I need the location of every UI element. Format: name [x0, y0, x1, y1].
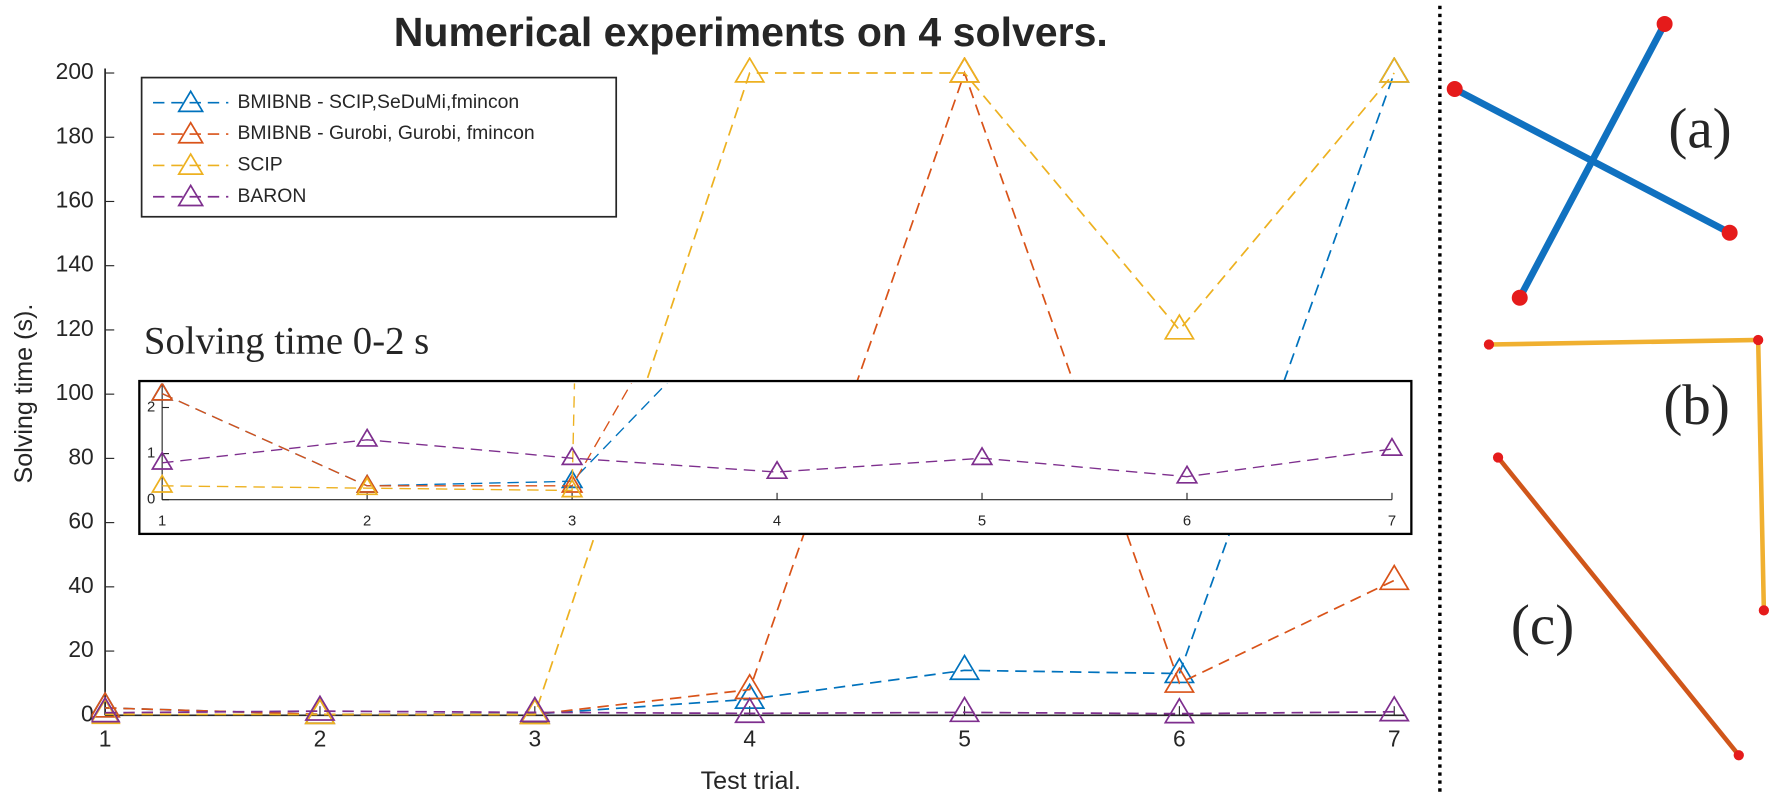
inset-x-tick-label: 1: [158, 513, 166, 529]
marker: [355, 476, 379, 496]
y-tick-label: 60: [68, 508, 93, 534]
inset-box: [138, 379, 1413, 536]
legend-label: SCIP: [237, 154, 282, 176]
marker: [734, 673, 766, 700]
marker: [1378, 695, 1410, 722]
y-axis-label: Solving time (s).: [10, 304, 38, 484]
series-line: [105, 710, 1395, 715]
marker: [1175, 464, 1199, 484]
marker: [150, 450, 174, 470]
marker: [948, 695, 981, 723]
marker: [1380, 437, 1404, 456]
marker: [948, 57, 981, 83]
inset-x-tick-label: 2: [363, 513, 371, 529]
y-tick-label: 100: [56, 379, 94, 405]
marker: [1177, 29, 1197, 45]
inset-x-tick-label: 4: [773, 513, 781, 529]
x-tick-label: 5: [958, 725, 971, 751]
panel-label: (b): [1663, 374, 1730, 437]
inset-y-tick-label: 1: [147, 446, 155, 462]
y-tick-label: 180: [56, 122, 94, 148]
marker: [970, 446, 994, 466]
series-line: [162, 439, 1393, 478]
marker: [150, 383, 174, 401]
x-tick-label: 6: [1173, 725, 1186, 751]
legend-label: BMIBNB - Gurobi, Gurobi, fmincon: [237, 122, 534, 144]
marker: [560, 478, 584, 498]
y-tick-label: 40: [68, 572, 93, 598]
legend-label: BARON: [237, 185, 306, 207]
main-plot: [91, 57, 1410, 725]
marker: [1163, 666, 1195, 693]
inset-y-tick-label: 0: [147, 492, 155, 508]
y-tick-label: 200: [56, 58, 94, 84]
marker: [355, 427, 379, 447]
x-axis-label: Test trial.: [701, 767, 801, 795]
x-tick-label: 3: [528, 725, 541, 751]
marker: [91, 696, 121, 723]
y-tick-label: 160: [56, 187, 94, 213]
marker: [1378, 57, 1410, 83]
panel-label: (c): [1511, 594, 1574, 657]
y-tick-label: 140: [56, 251, 94, 277]
marker: [519, 695, 551, 723]
series-line: [105, 70, 1395, 716]
inset-plot: [150, 29, 1404, 498]
x-tick-label: 7: [1388, 725, 1401, 751]
marker: [150, 473, 174, 493]
marker: [560, 473, 584, 493]
legend-marker: [177, 120, 205, 144]
marker: [734, 696, 766, 724]
marker: [1163, 697, 1195, 724]
legend-label: BMIBNB - SCIP,SeDuMi,fmincon: [237, 91, 519, 113]
marker: [767, 121, 787, 137]
marker: [948, 57, 981, 83]
diagram-a: [1446, 15, 1738, 306]
marker: [1378, 563, 1410, 591]
series-line: [162, 383, 576, 492]
panel-label: (a): [1668, 98, 1731, 161]
marker: [734, 682, 766, 709]
legend-marker: [177, 89, 205, 113]
marker: [734, 57, 766, 83]
marker: [765, 460, 789, 480]
diagram-b: [1483, 334, 1770, 616]
marker: [355, 473, 379, 493]
inset-x-tick-label: 5: [978, 513, 986, 529]
inset-x-tick-label: 3: [568, 513, 576, 529]
x-tick-label: 1: [99, 725, 112, 751]
inset-title: Solving time 0-2 s: [144, 319, 429, 362]
series-line: [161, 383, 633, 487]
inset-x-tick-label: 7: [1388, 513, 1396, 529]
diagram-c: [1492, 452, 1744, 761]
inset-x-tick-label: 6: [1183, 513, 1191, 529]
y-tick-label: 80: [68, 443, 93, 469]
y-tick-label: 120: [56, 315, 94, 341]
marker: [560, 469, 584, 489]
legend: BMIBNB - SCIP,SeDuMi,fmincon BMIBNB - Gur…: [140, 76, 618, 218]
legend-marker: [177, 152, 205, 175]
y-tick-label: 0: [81, 700, 94, 726]
marker: [767, 259, 787, 275]
marker: [560, 446, 584, 466]
marker: [1163, 313, 1195, 340]
marker: [304, 694, 336, 721]
series-line: [105, 72, 1395, 716]
x-tick-label: 4: [743, 725, 756, 751]
inset-y-tick-label: 2: [147, 399, 155, 415]
y-tick-label: 20: [68, 636, 93, 662]
legend-box: [140, 76, 618, 218]
chart-title: Numerical experiments on 4 solvers.: [394, 9, 1108, 55]
marker: [948, 653, 981, 681]
marker: [91, 691, 121, 718]
marker: [1378, 57, 1410, 83]
legend-marker: [177, 183, 205, 207]
x-tick-label: 2: [314, 725, 327, 751]
